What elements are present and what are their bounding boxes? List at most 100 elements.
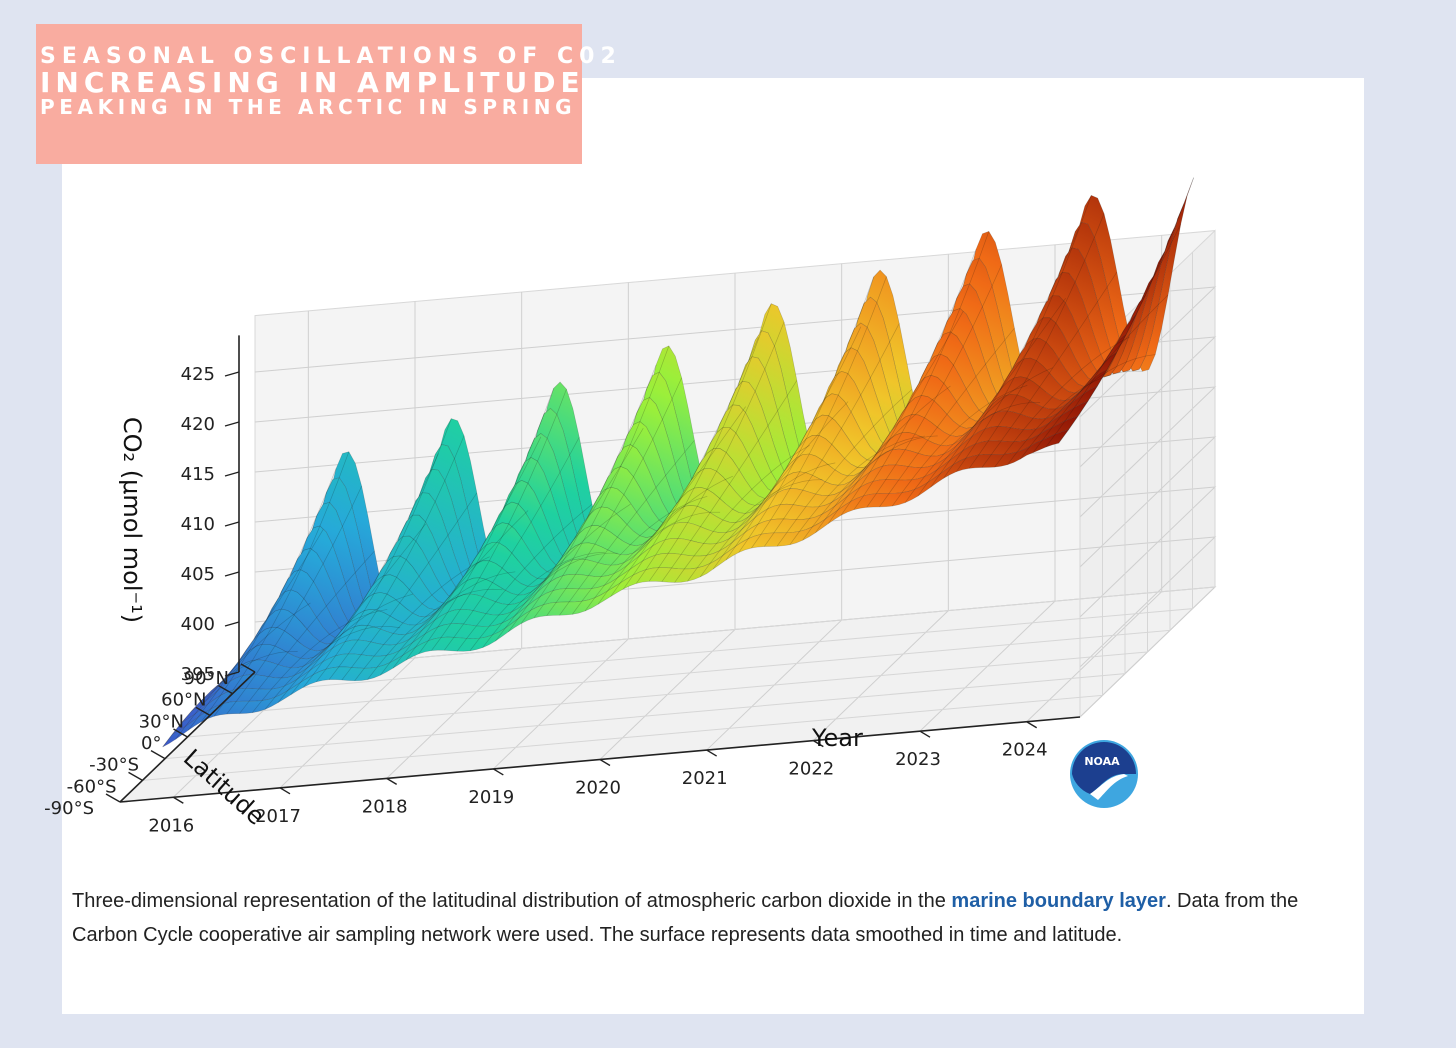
z-tick-mark <box>224 471 240 477</box>
noaa-logo-icon: NOAA <box>1070 740 1138 808</box>
y-tick-label: -30°S <box>89 755 139 776</box>
surface-mesh-line <box>930 298 1066 488</box>
z-tick-mark <box>224 371 240 377</box>
axis-lines <box>105 335 1081 804</box>
caption-text-end: . Data from the Carbon Cycle cooperative… <box>72 890 1299 946</box>
surface-mesh-line <box>981 271 1118 468</box>
surface-mesh-line <box>891 385 1028 507</box>
z-tick-mark <box>224 421 240 427</box>
surface-mesh-line <box>1007 370 1143 465</box>
x-tick-mark <box>706 749 718 757</box>
z-tick-mark <box>224 621 240 627</box>
marine-boundary-layer-link[interactable]: marine boundary layer <box>951 890 1166 912</box>
surface-mesh-line <box>840 249 977 516</box>
z-tick-mark <box>224 671 240 677</box>
y-tick-label: 0° <box>141 733 161 754</box>
surface-mesh-line <box>456 504 593 652</box>
surface-mesh-line <box>674 445 810 583</box>
surface-mesh-line <box>699 462 836 578</box>
surface-mesh-line <box>648 321 785 582</box>
x-tick-label: 2023 <box>895 749 941 770</box>
surface-mesh-line <box>482 552 618 648</box>
z-tick-label: 420 <box>181 414 215 435</box>
surface-mesh-line <box>879 327 1015 508</box>
x-tick-mark <box>172 796 184 804</box>
surface-mesh-line <box>546 377 682 616</box>
grid-line-y <box>164 317 1126 760</box>
surface-mesh-line <box>328 435 465 680</box>
x-tick-label: 2018 <box>362 796 408 817</box>
banner-line-2: increasing in amplitude <box>40 66 585 99</box>
grid-line-y <box>142 338 1103 781</box>
surface-mesh-line <box>392 510 529 669</box>
surface-mesh-line <box>251 609 388 713</box>
surface-mesh-line <box>226 485 362 715</box>
surface-mesh-line <box>725 326 862 561</box>
z-tick-label: 410 <box>181 514 215 535</box>
surface-mesh-line <box>955 195 1092 472</box>
x-tick-mark <box>1026 721 1038 729</box>
surface-mesh-line <box>661 380 798 582</box>
surface-mesh-line <box>763 323 900 547</box>
surface-mesh-line <box>200 468 337 723</box>
surface-mesh-line <box>469 551 605 652</box>
noaa-logo-text: NOAA <box>1084 755 1120 768</box>
figure-caption: Three-dimensional representation of the … <box>72 884 1362 952</box>
x-tick-mark <box>919 730 931 738</box>
surface-mesh-line <box>443 436 580 651</box>
surface-mesh-line <box>367 588 503 680</box>
surface-mesh-line <box>520 364 657 624</box>
surface-mesh-line <box>175 602 311 740</box>
surface-mesh-line <box>277 593 413 703</box>
y-tick-label: 60°N <box>161 690 206 711</box>
grid-line-y <box>187 295 1148 738</box>
y-tick-label: 30°N <box>139 711 184 732</box>
surface-mesh-line <box>968 213 1105 469</box>
surface-mesh-line <box>815 385 951 533</box>
surface-mesh-line <box>507 427 644 633</box>
x-tick-label: 2017 <box>255 806 301 827</box>
surface-mesh-line <box>341 492 478 681</box>
surface-mesh-line <box>187 529 324 731</box>
surface-mesh-line <box>315 418 452 683</box>
surface-mesh-line <box>213 451 350 717</box>
surface-mesh-line <box>687 479 823 582</box>
caption-text-start: Three-dimensional representation of the … <box>72 890 952 912</box>
x-tick-label: 2016 <box>148 815 194 836</box>
surface-mesh-line <box>264 626 401 710</box>
surface-mesh-line <box>1032 294 1169 453</box>
banner-line-1: Seasonal oscillations of C02 <box>40 44 622 69</box>
surface-mesh-line <box>866 264 1002 508</box>
grid-line-y <box>209 273 1171 716</box>
surface-mesh-line <box>290 523 426 696</box>
x-tick-label: 2022 <box>788 759 834 780</box>
z-tick-mark <box>224 571 240 577</box>
surface-mesh-line <box>533 345 670 619</box>
surface-mesh-line <box>239 550 375 714</box>
z-axis-title: CO₂ (μmol mol⁻¹) <box>118 417 146 623</box>
x-tick-label: 2024 <box>1002 740 1048 761</box>
surface-mesh-line <box>354 556 490 681</box>
surface-mesh-line <box>738 276 874 553</box>
surface-mesh-line <box>584 511 721 612</box>
z-tick-label: 425 <box>181 364 215 385</box>
x-tick-mark <box>812 740 824 748</box>
surface-mesh-line <box>1019 354 1156 460</box>
grid-line-y <box>254 230 1216 673</box>
y-tick-mark <box>173 728 188 738</box>
surface-mesh-line <box>495 503 631 642</box>
surface-mesh-line <box>635 303 772 584</box>
y-tick-mark <box>240 663 256 673</box>
surface-mesh-line <box>405 436 542 661</box>
surface-mesh <box>162 177 1194 748</box>
grid-lines <box>119 230 1217 803</box>
y-tick-mark <box>150 750 166 760</box>
y-tick-label: -90°S <box>44 798 94 819</box>
surface-mesh-line <box>431 389 567 651</box>
z-tick-mark <box>224 521 240 527</box>
surface-mesh-line <box>853 231 990 510</box>
surface-mesh-line <box>1058 177 1194 444</box>
surface-mesh-line <box>571 495 708 615</box>
surface-mesh-line <box>827 311 964 524</box>
